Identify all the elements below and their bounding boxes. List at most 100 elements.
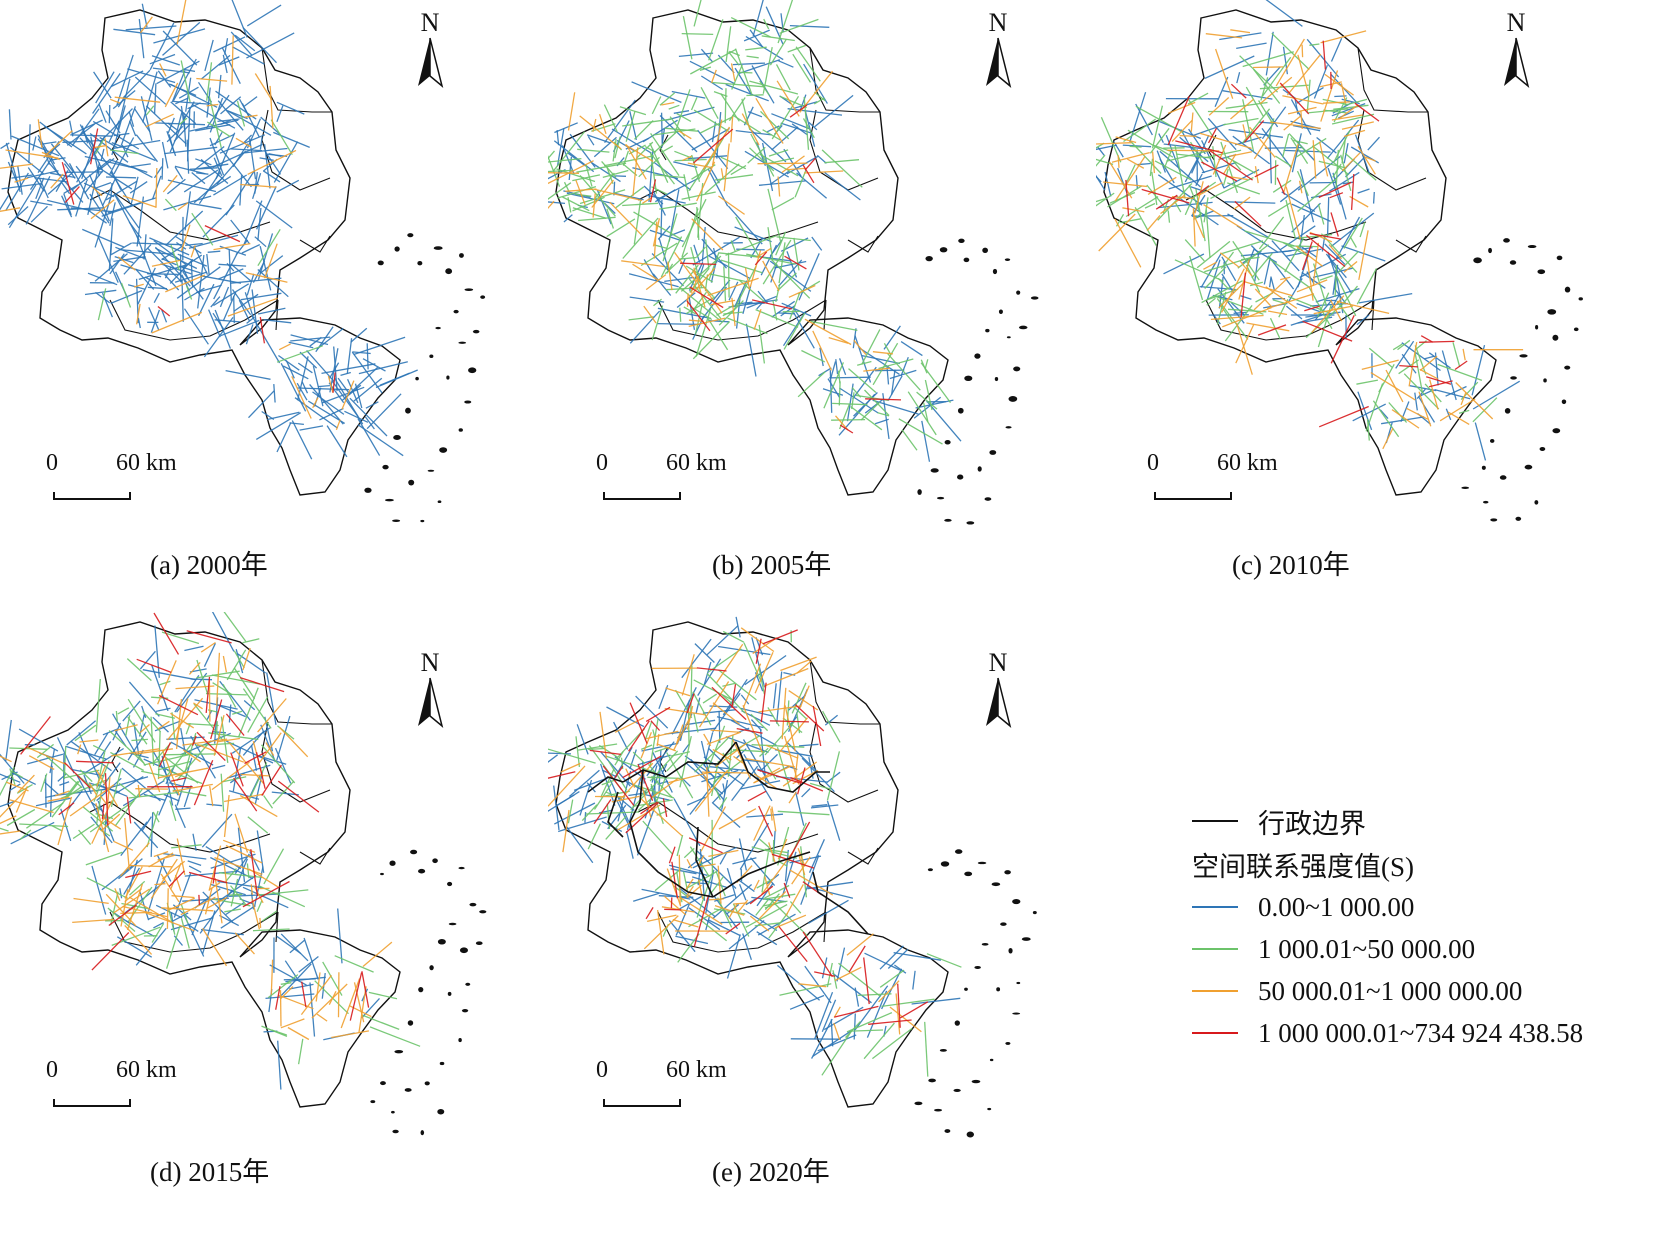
network-link	[742, 705, 763, 753]
network-link	[157, 731, 161, 780]
network-link	[764, 893, 780, 911]
network-link	[96, 783, 128, 797]
network-link	[124, 888, 143, 903]
network-link	[1245, 86, 1264, 117]
network-link	[560, 762, 581, 773]
network-link	[1245, 264, 1261, 293]
network-link	[242, 26, 277, 64]
network-link	[366, 393, 402, 430]
network-link	[694, 305, 703, 335]
network-link	[787, 108, 843, 116]
network-link	[231, 727, 271, 754]
network-link	[1214, 76, 1229, 108]
network-link	[1279, 82, 1310, 115]
network-link	[709, 876, 725, 895]
network-link	[1107, 185, 1142, 208]
legend-label-class-2: 1 000.01~50 000.00	[1258, 933, 1476, 964]
network-link	[1320, 70, 1339, 122]
island-mark	[459, 947, 468, 954]
network-link	[131, 738, 148, 742]
network-link	[1096, 142, 1105, 149]
network-link	[1296, 279, 1328, 293]
network-link	[771, 806, 777, 832]
network-link	[239, 175, 243, 206]
network-link	[706, 625, 739, 656]
network-link	[567, 799, 574, 824]
island-mark	[1534, 500, 1539, 505]
network-link	[27, 167, 45, 192]
network-link	[678, 286, 722, 322]
network-link	[1265, 31, 1274, 76]
network-link	[1337, 250, 1359, 274]
network-link	[187, 102, 201, 110]
network-link	[73, 897, 109, 905]
island-mark	[1004, 870, 1011, 875]
network-link	[662, 213, 678, 262]
network-link	[331, 1030, 370, 1039]
network-link	[271, 791, 299, 796]
island-mark	[1515, 516, 1522, 521]
scale-line	[53, 1099, 131, 1107]
network-link	[762, 129, 781, 141]
network-link	[863, 1022, 895, 1060]
network-link	[829, 376, 871, 379]
network-link	[276, 422, 292, 453]
network-link	[362, 1014, 400, 1031]
network-link	[740, 780, 781, 790]
network-link	[222, 54, 228, 74]
network-link	[612, 139, 617, 162]
network-link	[260, 116, 282, 136]
network-link	[28, 124, 31, 164]
admin-boundary-detail-line	[629, 769, 714, 898]
network-link	[774, 914, 807, 929]
network-link	[172, 100, 209, 105]
scale-bar-b: 0 60 km	[596, 450, 730, 500]
admin-boundary-detail-line	[587, 776, 624, 793]
network-link	[344, 410, 369, 423]
network-link	[671, 861, 679, 899]
network-link	[1196, 240, 1231, 269]
network-link	[680, 255, 722, 292]
north-arrow-a: N	[410, 8, 450, 98]
island-mark	[458, 866, 465, 870]
network-link	[650, 152, 658, 194]
network-link	[118, 858, 143, 880]
network-link	[159, 63, 167, 77]
network-link	[270, 119, 293, 156]
network-link	[206, 62, 213, 101]
network-link	[1419, 390, 1432, 397]
network-link	[688, 319, 704, 322]
network-link	[747, 146, 766, 164]
network-link	[1200, 252, 1222, 288]
network-link	[166, 178, 186, 195]
island-mark	[1481, 465, 1486, 470]
network-link	[309, 336, 322, 347]
network-link	[234, 853, 250, 874]
legend-swatch-class-2	[1192, 948, 1238, 950]
network-link	[757, 162, 808, 165]
network-link	[184, 287, 205, 301]
network-link	[838, 962, 882, 998]
network-link	[614, 751, 624, 766]
network-link	[749, 885, 774, 905]
network-link	[244, 751, 267, 765]
network-link	[246, 32, 295, 59]
network-link	[708, 849, 739, 858]
network-link	[780, 656, 817, 672]
network-link	[740, 627, 775, 653]
network-link	[1324, 73, 1354, 96]
network-link	[175, 698, 189, 741]
network-link	[170, 777, 187, 782]
network-link	[90, 136, 100, 177]
network-link	[666, 752, 694, 799]
network-link	[660, 236, 683, 278]
network-link	[614, 136, 621, 159]
network-link	[200, 158, 229, 184]
network-link	[758, 666, 766, 695]
network-link	[164, 266, 172, 279]
network-link	[301, 381, 309, 394]
network-link	[161, 246, 182, 261]
network-link	[1441, 350, 1457, 401]
island-mark	[1552, 334, 1559, 341]
network-link	[682, 155, 692, 162]
